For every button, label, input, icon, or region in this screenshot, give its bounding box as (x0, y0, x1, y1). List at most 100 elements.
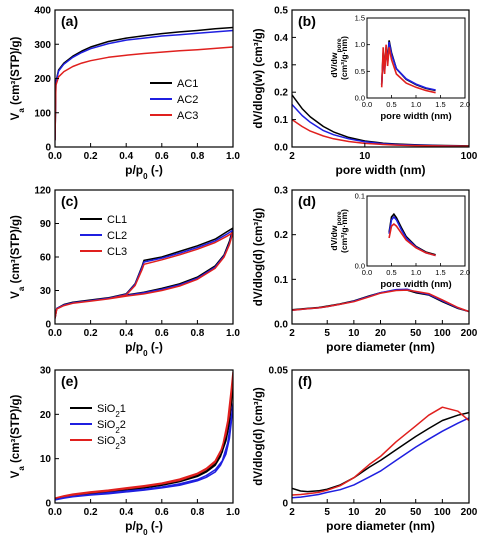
series-line-ac3 (55, 46, 233, 141)
x-tick-label: 0.4 (119, 507, 133, 518)
x-tick-label: 0.0 (48, 151, 62, 162)
y-tick-label: 60 (40, 253, 52, 264)
inset-x-tick-label: 1.5 (435, 268, 445, 277)
x-tick-label: 2 (289, 507, 295, 518)
y-tick-label: 0.1 (274, 275, 288, 286)
y-axis-title-sub: a (17, 108, 26, 113)
x-tick-label: 20 (375, 507, 387, 518)
inset-series-line-ac3 (380, 44, 436, 94)
y-tick-label: 0 (45, 143, 51, 154)
inset-x-tick-label: 0.0 (362, 268, 372, 277)
y-axis-title: Va (cm³(STP)/g) (10, 394, 26, 478)
inset-y-tick-label: 0.5 (355, 67, 365, 76)
x-tick-label: 0.8 (190, 328, 204, 339)
plot-frame (291, 9, 470, 148)
y-tick-label: 10 (40, 454, 52, 465)
x-tick-label: 5 (324, 507, 330, 518)
plot-frame (291, 369, 470, 504)
legend-label-sio22: SiO22 (97, 419, 126, 435)
legend-label-main: SiO (97, 403, 116, 415)
y-axis-title-sub: a (17, 286, 26, 291)
x-tick-label: 0.2 (84, 328, 98, 339)
inset-x-tick-label: 2.0 (460, 100, 470, 109)
x-axis-title-main: p/p (125, 519, 143, 533)
x-tick-label: 50 (410, 507, 422, 518)
series-line-ac3 (292, 118, 469, 147)
panel-label: (f) (298, 373, 312, 389)
x-tick-label: 0.8 (190, 151, 204, 162)
y-axis-title: Va (cm³(STP)/g) (10, 215, 26, 299)
x-axis-title-sub: 0 (143, 528, 148, 537)
y-tick-label: 0.3 (274, 186, 288, 197)
y-axis-title-sub: a (17, 466, 26, 471)
inset-x-tick-label: 0.5 (386, 100, 396, 109)
inset-x-tick-label: 0.0 (362, 100, 372, 109)
y-tick-label: 0.2 (274, 88, 288, 99)
inset-y-axis-title-main: dV/dw (329, 52, 339, 77)
x-tick-label: 10 (359, 151, 371, 162)
inset-chart: 0.0 0.5 1.0 1.5 2.0 0.0 0.1 pore width (nm) dV/d… (329, 192, 470, 291)
series-line-cl3 (55, 231, 233, 319)
inset-x-axis-title: pore width (nm) (380, 111, 451, 122)
y-tick-label: 0 (45, 499, 51, 510)
y-axis-title-main: V (10, 112, 22, 120)
panel-label: (c) (61, 193, 78, 209)
panel-label: (a) (61, 13, 78, 29)
inset-y-axis-title-sub: pore (336, 38, 343, 52)
series-line-sio23 (55, 371, 233, 499)
y-axis-title-main: V (10, 291, 22, 299)
legend-label-tail: 1 (120, 403, 126, 415)
y-axis-title-tail: (cm³(STP)/g) (10, 394, 22, 466)
series-line-ac1 (55, 26, 233, 141)
x-axis-title-sub: 0 (143, 349, 148, 358)
legend-label-sub: 2 (115, 410, 120, 419)
legend-label-sub: 2 (115, 426, 120, 435)
legend-label-cl2: CL2 (107, 230, 127, 242)
inset-x-tick-label: 1.0 (411, 268, 421, 277)
series-line-sio21 (292, 411, 469, 493)
y-tick-label: 0 (282, 499, 288, 510)
inset-y-axis-title-line2: (cm³/g·nm) (339, 36, 349, 80)
x-tick-label: 100 (434, 328, 451, 339)
x-tick-label: 0.4 (119, 151, 133, 162)
y-tick-label: 200 (34, 74, 51, 85)
x-tick-label: 0.0 (48, 328, 62, 339)
x-axis-title-tail: (-) (148, 519, 163, 533)
plot-frame (54, 369, 234, 504)
plot-frame (54, 9, 234, 148)
x-axis-title: pore width (nm) (336, 163, 426, 177)
x-tick-label: 0.2 (84, 151, 98, 162)
legend-label-ac3: AC3 (177, 110, 198, 122)
x-tick-label: 100 (434, 507, 451, 518)
series-line-sio22 (55, 402, 233, 501)
y-tick-label: 30 (40, 366, 52, 377)
inset-y-axis-title-main: dV/dw (329, 225, 339, 250)
x-tick-label: 0.6 (155, 151, 169, 162)
inset-chart: 0.0 0.5 1.0 1.5 2.0 0.0 0.5 1.0 1.5 pore width (n… (329, 14, 470, 123)
series-line-sio23 (292, 406, 469, 496)
x-tick-label: 1.0 (226, 507, 240, 518)
series-line-ac2 (55, 29, 233, 141)
inset-x-tick-label: 1.0 (411, 100, 421, 109)
inset-x-tick-label: 0.5 (386, 268, 396, 277)
x-axis-title-tail: (-) (148, 163, 163, 177)
x-tick-label: 50 (410, 328, 422, 339)
legend-label-ac2: AC2 (177, 94, 198, 106)
x-axis-title: p/p0 (-) (125, 519, 163, 537)
x-tick-label: 20 (375, 328, 387, 339)
legend-label-tail: 3 (120, 435, 126, 447)
y-tick-label: 0 (45, 320, 51, 331)
y-tick-label: 0.1 (274, 115, 288, 126)
y-tick-label: 100 (34, 108, 51, 119)
x-tick-label: 0.4 (119, 328, 133, 339)
legend-label-sub: 2 (115, 442, 120, 451)
y-tick-label: 0.0 (274, 320, 288, 331)
chart-panel-b: 2 10 100 0.0 0.1 0.2 0.3 0.4 0.5 (b) pore width (n… (253, 6, 478, 178)
plot-frame (54, 189, 234, 325)
inset-x-axis-title: pore width (nm) (380, 279, 451, 290)
x-axis-title-main: p/p (125, 340, 143, 354)
x-tick-label: 10 (348, 507, 360, 518)
